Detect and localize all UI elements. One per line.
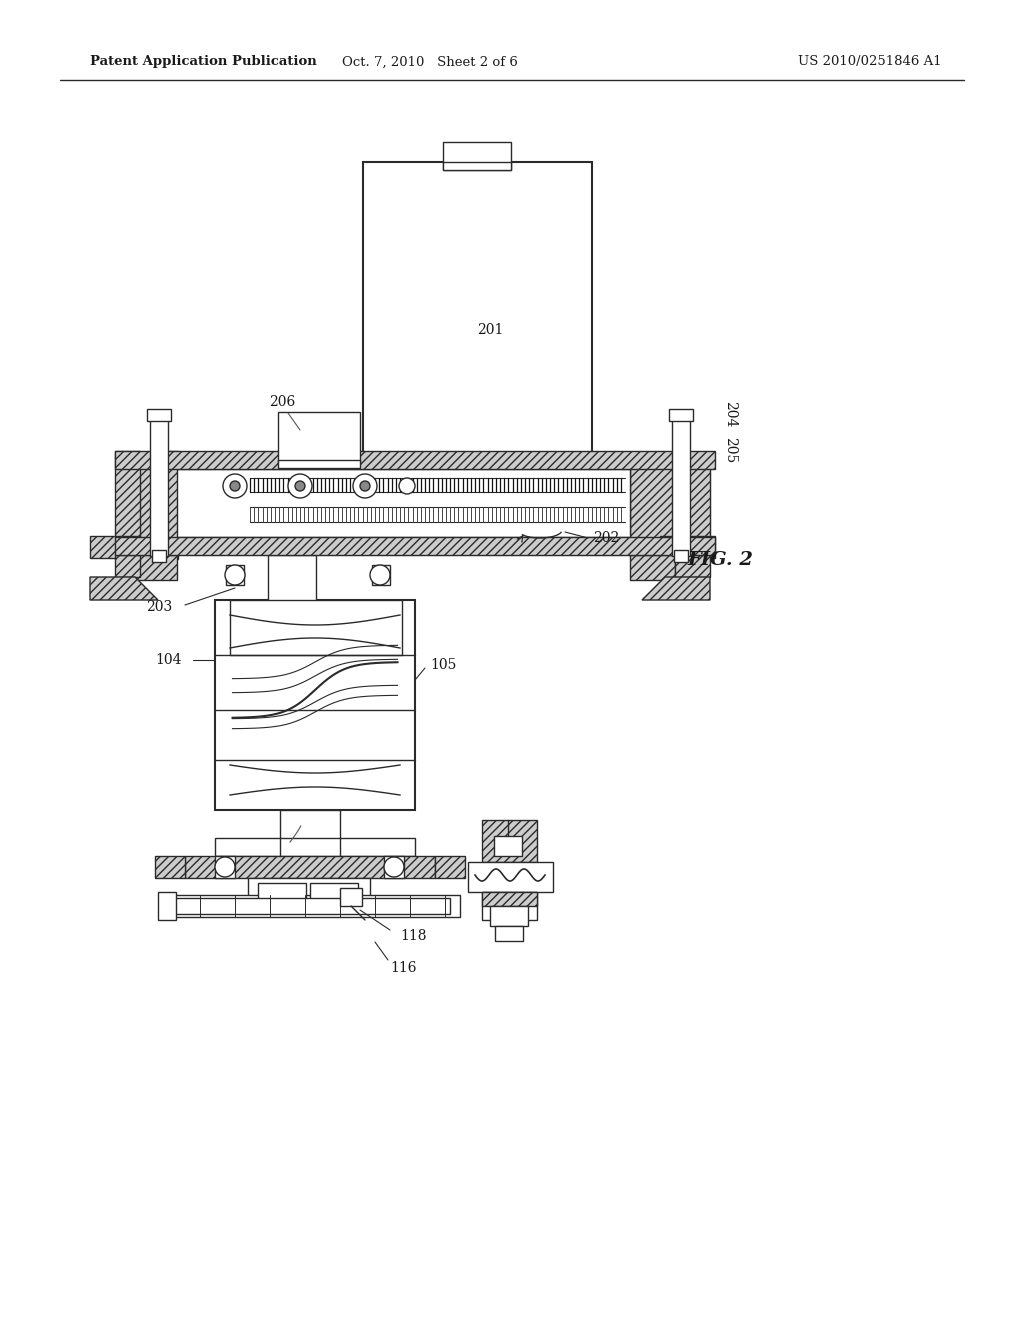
Ellipse shape <box>230 480 240 491</box>
Bar <box>495 927 523 941</box>
Bar <box>215 855 234 878</box>
Text: 201: 201 <box>477 323 503 337</box>
Ellipse shape <box>225 565 245 585</box>
Bar <box>362 162 592 459</box>
Bar <box>482 820 537 862</box>
Bar <box>158 892 176 920</box>
Text: 118: 118 <box>400 929 427 942</box>
Bar <box>177 469 630 537</box>
Bar <box>115 451 140 558</box>
Ellipse shape <box>215 857 234 876</box>
Bar <box>494 836 522 855</box>
Bar <box>490 906 528 927</box>
Ellipse shape <box>384 857 404 876</box>
Bar <box>135 453 177 557</box>
Bar <box>672 412 690 556</box>
Bar <box>362 455 404 502</box>
Bar <box>674 550 688 562</box>
Bar <box>340 888 362 906</box>
Polygon shape <box>435 855 465 878</box>
Bar <box>215 838 415 855</box>
Bar <box>384 855 404 878</box>
Text: 204: 204 <box>723 401 737 428</box>
Bar <box>278 459 360 469</box>
Bar <box>482 892 537 920</box>
Ellipse shape <box>288 474 312 498</box>
Ellipse shape <box>360 480 370 491</box>
Bar <box>115 451 715 469</box>
Bar <box>165 895 460 917</box>
Text: FIG. 2: FIG. 2 <box>687 550 753 569</box>
Text: Patent Application Publication: Patent Application Publication <box>90 55 316 69</box>
Bar <box>147 409 171 421</box>
Ellipse shape <box>399 478 415 494</box>
Ellipse shape <box>370 565 390 585</box>
Bar <box>152 550 166 562</box>
Text: Oct. 7, 2010   Sheet 2 of 6: Oct. 7, 2010 Sheet 2 of 6 <box>342 55 518 69</box>
Bar <box>310 883 358 908</box>
Bar <box>278 412 360 465</box>
Bar <box>268 554 316 603</box>
Bar <box>226 565 244 585</box>
Bar <box>248 878 370 913</box>
Polygon shape <box>155 855 185 878</box>
Bar <box>669 409 693 421</box>
Polygon shape <box>90 577 158 601</box>
Bar <box>258 883 306 908</box>
Bar <box>215 601 415 810</box>
Bar <box>160 451 178 558</box>
Ellipse shape <box>295 480 305 491</box>
Bar <box>135 554 177 579</box>
Text: 205: 205 <box>723 437 737 463</box>
Ellipse shape <box>223 474 247 498</box>
Text: 104: 104 <box>156 653 182 667</box>
Text: 116: 116 <box>390 961 417 975</box>
Bar <box>630 453 710 557</box>
Bar <box>252 455 294 502</box>
Bar <box>372 565 390 585</box>
Ellipse shape <box>353 474 377 498</box>
Bar <box>150 412 168 556</box>
Bar <box>185 855 435 878</box>
Text: 202: 202 <box>593 531 620 545</box>
Text: 206: 206 <box>269 395 295 409</box>
Bar <box>90 536 140 558</box>
Bar <box>482 892 537 906</box>
Bar <box>175 898 450 913</box>
Text: US 2010/0251846 A1: US 2010/0251846 A1 <box>798 55 942 69</box>
Bar <box>443 162 511 170</box>
Bar <box>230 601 402 655</box>
Bar <box>115 554 140 577</box>
Bar <box>280 810 340 840</box>
Bar <box>443 143 511 170</box>
Polygon shape <box>642 577 710 601</box>
Text: 105: 105 <box>430 657 457 672</box>
Bar <box>675 554 710 577</box>
Text: 203: 203 <box>145 601 172 614</box>
Bar <box>115 537 715 554</box>
Bar <box>468 862 553 892</box>
Bar <box>660 536 715 558</box>
Bar <box>630 554 675 579</box>
Bar <box>135 455 710 554</box>
